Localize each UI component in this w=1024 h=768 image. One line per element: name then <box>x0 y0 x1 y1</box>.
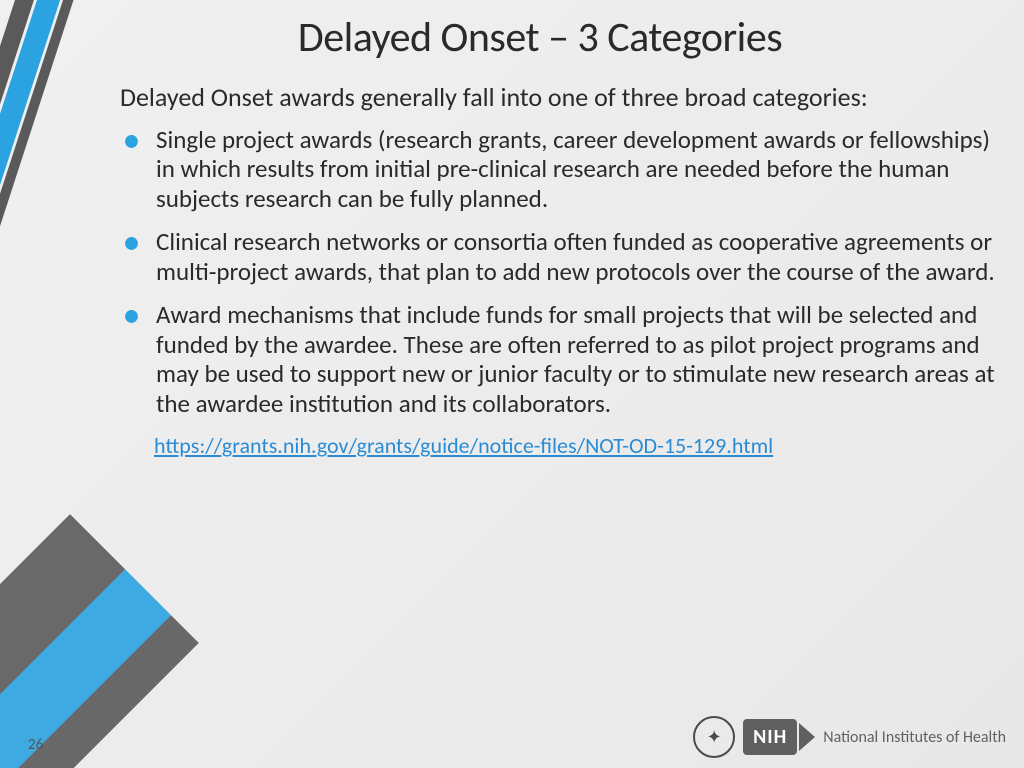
nih-full-name: National Institutes of Health <box>823 728 1006 747</box>
hhs-seal-icon <box>693 716 735 758</box>
page-number: 26 <box>28 736 43 754</box>
slide-title: Delayed Onset – 3 Categories <box>80 12 1000 63</box>
bullet-list: Single project awards (research grants, … <box>120 125 1000 419</box>
reference-link-row: https://grants.nih.gov/grants/guide/noti… <box>120 432 1000 459</box>
decor-corner-accent <box>0 514 254 768</box>
content-region: Delayed Onset – 3 Categories Delayed Ons… <box>120 12 1000 459</box>
reference-link[interactable]: https://grants.nih.gov/grants/guide/noti… <box>154 432 773 459</box>
nih-arrow-icon <box>799 723 815 751</box>
bullet-item: Award mechanisms that include funds for … <box>152 300 1000 418</box>
bullet-item: Clinical research networks or consortia … <box>152 227 1000 286</box>
intro-text: Delayed Onset awards generally fall into… <box>120 83 1000 113</box>
slide-container: Delayed Onset – 3 Categories Delayed Ons… <box>0 0 1024 768</box>
nih-logo-box: NIH <box>743 719 797 755</box>
bullet-item: Single project awards (research grants, … <box>152 125 1000 214</box>
branding-area: NIH National Institutes of Health <box>693 716 1006 758</box>
